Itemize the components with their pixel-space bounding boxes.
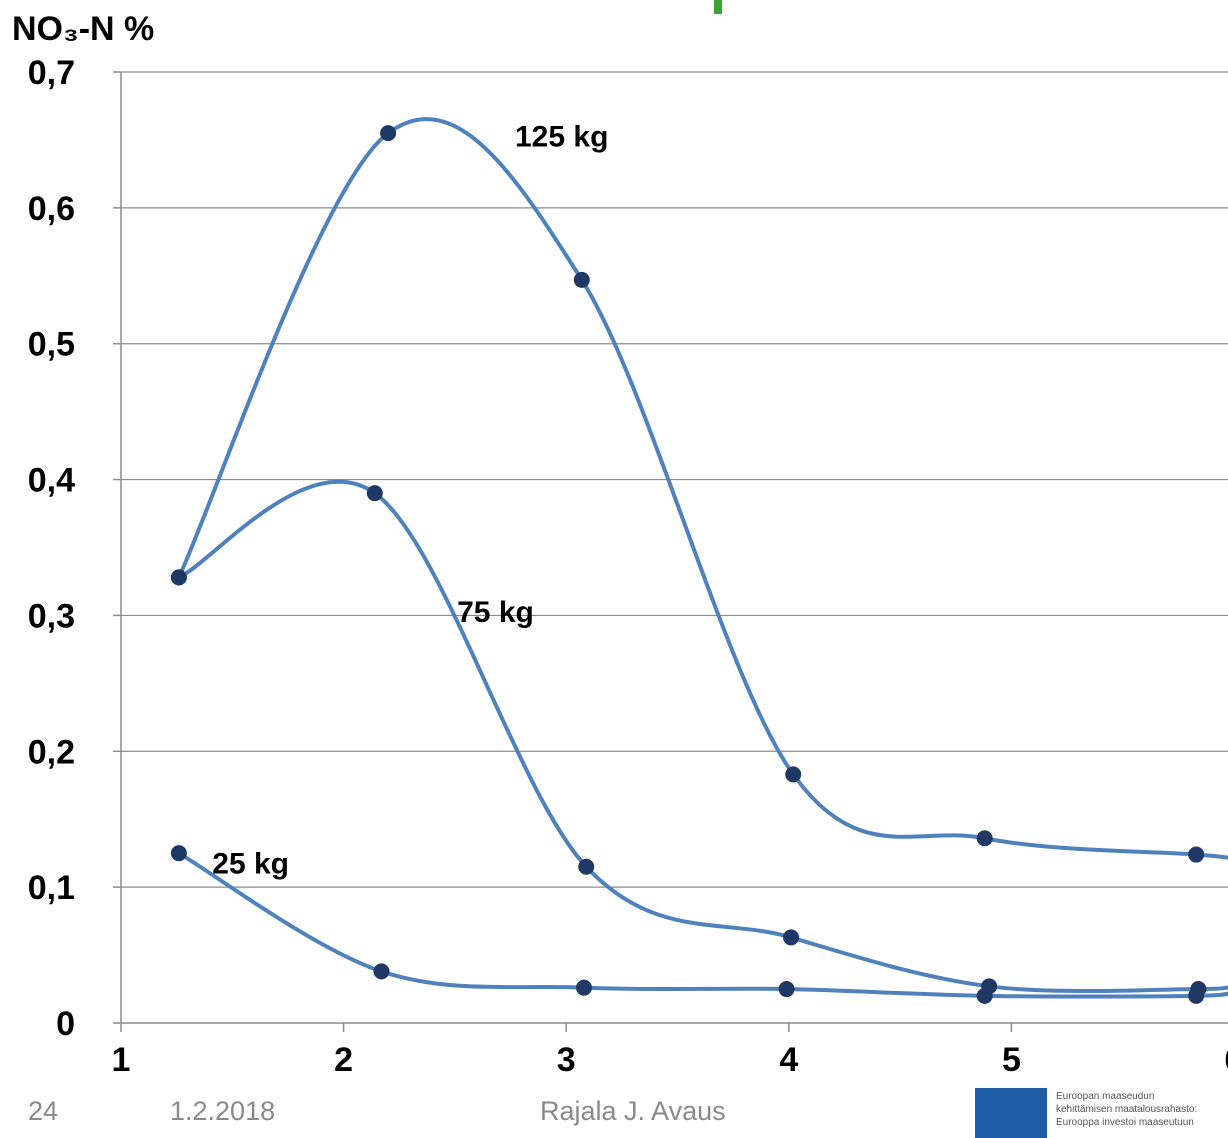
data-point: [576, 979, 593, 996]
footer-date: 1.2.2018: [170, 1096, 276, 1126]
y-tick-label: 0,4: [28, 462, 75, 500]
eu-text-line: Eurooppa investoi maaseutuun: [1056, 1117, 1194, 1128]
y-tick-label: 0,1: [28, 869, 75, 907]
y-tick-label: 0,5: [28, 326, 75, 364]
eu-text-line: Euroopan maaseudun: [1056, 1091, 1155, 1102]
series-label: 75 kg: [457, 596, 534, 629]
data-point: [1188, 846, 1205, 863]
x-tick-label: 2: [334, 1041, 353, 1079]
y-tick-label: 0,3: [28, 597, 75, 635]
data-point: [373, 963, 390, 980]
data-point: [976, 987, 993, 1004]
data-point: [578, 858, 595, 875]
footer-author: Rajala J. Avaus: [540, 1096, 726, 1126]
data-point: [778, 981, 795, 998]
y-tick-label: 0,2: [28, 733, 75, 771]
x-tick-label: 6: [1225, 1041, 1228, 1079]
eu-funding-text: Euroopan maaseudun kehittämisen maatalou…: [1056, 1090, 1197, 1129]
x-tick-label: 3: [557, 1041, 576, 1079]
data-point: [170, 569, 187, 586]
x-tick-label: 4: [779, 1041, 798, 1079]
series-line: [177, 117, 1228, 860]
x-tick-label: 5: [1002, 1041, 1021, 1079]
x-tick-label: 1: [112, 1041, 131, 1079]
series-line: [178, 479, 1228, 994]
eu-text-line: kehittämisen maatalousrahasto:: [1056, 1104, 1198, 1115]
data-point: [785, 766, 802, 783]
series-line: [177, 851, 1228, 999]
y-axis-title: NO₃-N %: [12, 10, 154, 49]
data-point: [366, 485, 383, 502]
data-point: [1188, 987, 1205, 1004]
series-label: 125 kg: [515, 121, 608, 154]
y-tick-label: 0,7: [28, 54, 75, 92]
y-axis-title-text: NO₃-N %: [12, 10, 155, 48]
y-tick-label: 0: [56, 1005, 75, 1043]
page-number: 24: [28, 1096, 59, 1126]
accent-bar: [714, 0, 722, 14]
data-point: [976, 830, 993, 847]
series-label: 25 kg: [212, 848, 289, 881]
data-point: [783, 929, 800, 946]
eu-flag-logo: [975, 1088, 1047, 1138]
y-tick-label: 0,6: [28, 190, 75, 228]
data-point: [380, 125, 397, 142]
data-point: [170, 845, 187, 862]
data-point: [573, 271, 590, 288]
